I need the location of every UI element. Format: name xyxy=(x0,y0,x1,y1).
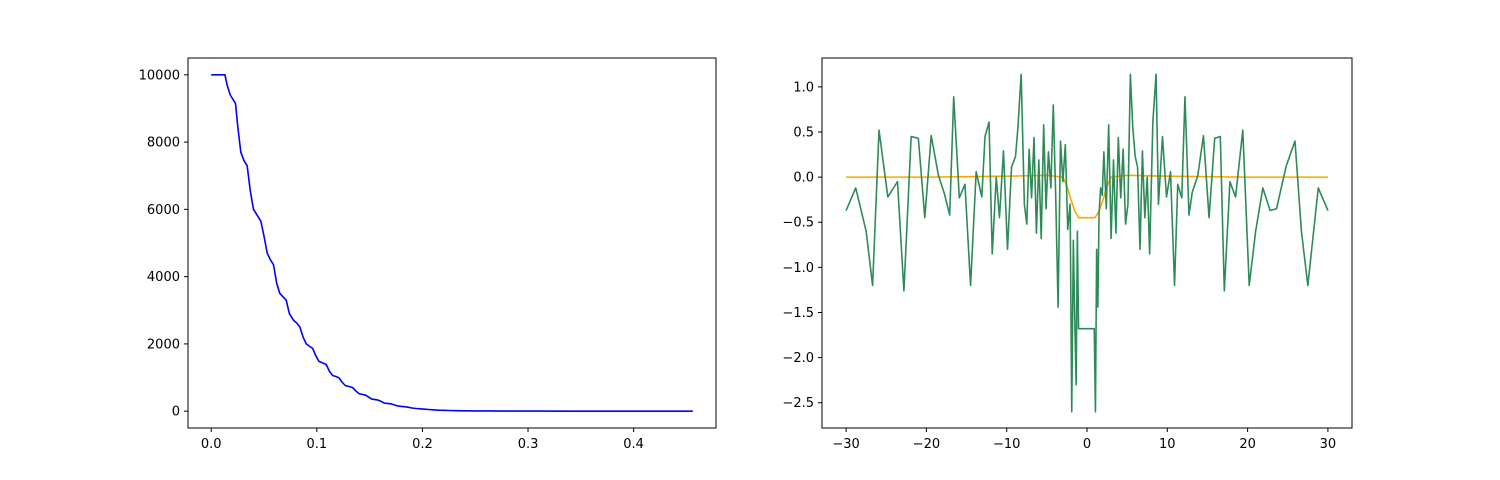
y-tick-label: 4000 xyxy=(147,270,180,285)
x-tick-label: 0 xyxy=(1083,437,1091,452)
y-tick-label: −2.5 xyxy=(782,396,814,411)
y-tick-label: −0.5 xyxy=(782,216,814,231)
y-tick-label: 0.5 xyxy=(793,126,814,141)
x-tick-label: 0.1 xyxy=(306,437,327,452)
x-tick-label: 0.4 xyxy=(623,437,644,452)
x-tick-label: 0.3 xyxy=(518,437,539,452)
x-tick-label: −20 xyxy=(913,437,940,452)
x-tick-label: 0.2 xyxy=(412,437,433,452)
x-tick-label: 0.0 xyxy=(201,437,222,452)
y-tick-label: 2000 xyxy=(147,337,180,352)
y-tick-label: 0 xyxy=(172,405,180,420)
plot-frame xyxy=(187,57,717,429)
y-tick-label: 8000 xyxy=(147,136,180,151)
series-line-1-0 xyxy=(846,174,1328,219)
y-tick-label: −1.0 xyxy=(782,261,814,276)
left-chart-axes: 0.0 0.1 0.2 0.3 0.4 0 2000 4000 6000 8000 10000 xyxy=(139,57,717,452)
right-chart-axes: −30 −20 −10 0 10 20 30 −2.5 −2.0 −1.5 −1.0 −0.5 0.0 0… xyxy=(782,57,1353,452)
y-tick-label: 6000 xyxy=(147,203,180,218)
y-tick-label: 0.0 xyxy=(793,171,814,186)
x-tick-label: 30 xyxy=(1320,437,1337,452)
x-tick-label: −10 xyxy=(993,437,1020,452)
x-tick-label: −30 xyxy=(832,437,859,452)
series-line-0-0 xyxy=(211,74,693,412)
y-tick-label: −1.5 xyxy=(782,306,814,321)
y-tick-label: 1.0 xyxy=(793,80,814,95)
x-tick-label: 20 xyxy=(1239,437,1256,452)
y-tick-label: −2.0 xyxy=(782,351,814,366)
series-line-1-1 xyxy=(845,73,1329,413)
x-tick-label: 10 xyxy=(1159,437,1176,452)
y-tick-label: 10000 xyxy=(139,68,180,83)
